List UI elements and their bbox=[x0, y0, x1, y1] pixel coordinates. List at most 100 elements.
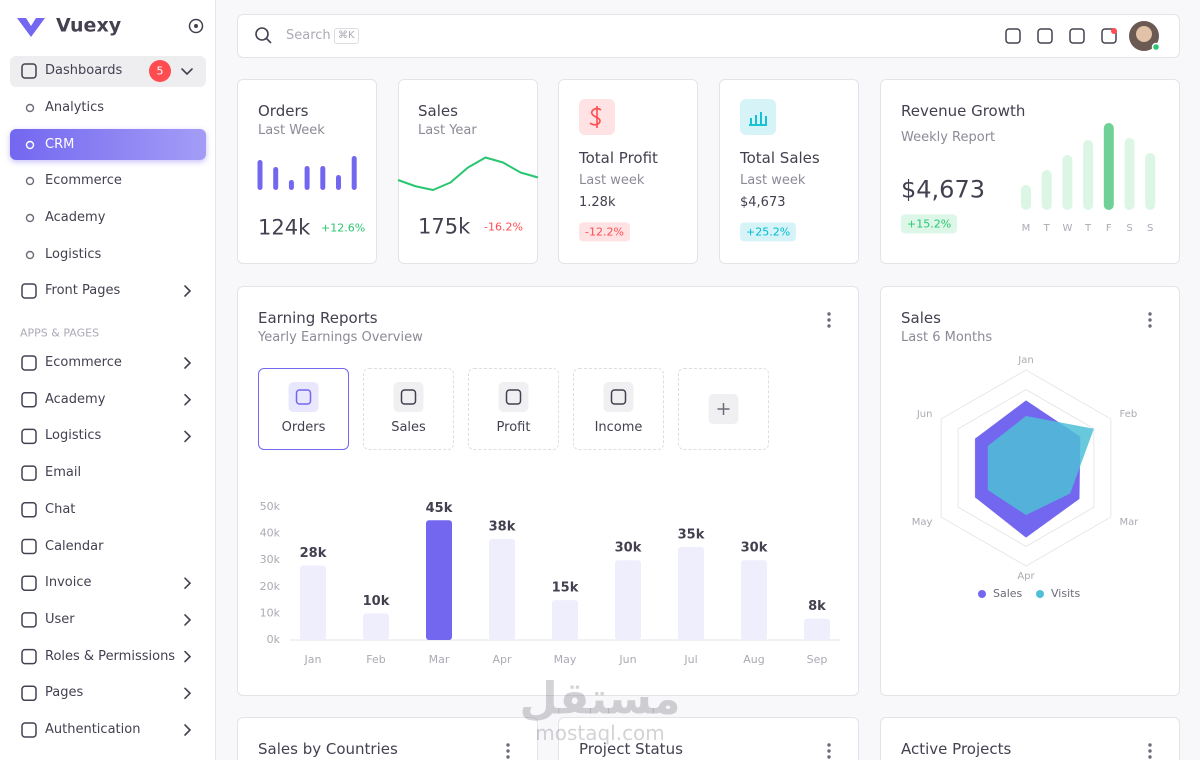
icon bbox=[21, 685, 37, 702]
icon bbox=[21, 63, 37, 79]
tab-add[interactable] bbox=[678, 368, 769, 450]
card-title: Revenue Growth bbox=[901, 102, 1026, 120]
card-subtitle: Last week bbox=[579, 173, 645, 189]
chevron bbox=[184, 687, 192, 700]
card-title: Total Profit bbox=[579, 149, 658, 167]
search-icon bbox=[265, 37, 272, 44]
radar-label: Mar bbox=[1120, 517, 1140, 528]
kebab-dot bbox=[827, 312, 831, 316]
icon bbox=[21, 612, 37, 628]
icon bbox=[21, 538, 37, 555]
logo bbox=[17, 18, 45, 37]
menu-item: Logistics bbox=[45, 428, 102, 444]
card-title: Total Sales bbox=[740, 149, 820, 167]
icon bbox=[21, 575, 37, 591]
mini-bar bbox=[336, 175, 341, 190]
shortcut: ⌘K bbox=[334, 28, 359, 44]
icon bbox=[21, 391, 37, 408]
value-label: 10k bbox=[363, 594, 390, 609]
day-label: W bbox=[1062, 223, 1072, 234]
kebab-dot bbox=[1148, 755, 1152, 759]
x-tick-label: Jan bbox=[304, 653, 322, 666]
y-tick-label: 30k bbox=[260, 553, 281, 566]
icon bbox=[21, 722, 37, 738]
kebab-dot bbox=[827, 318, 831, 322]
card-subtitle: Last Year bbox=[418, 123, 477, 139]
day-label: T bbox=[1043, 223, 1051, 234]
radar-ring bbox=[940, 369, 1112, 567]
kebab-dot bbox=[1148, 312, 1152, 316]
tab-icon bbox=[400, 389, 417, 405]
bottom-card bbox=[558, 717, 859, 760]
bar bbox=[489, 538, 515, 640]
icon bbox=[21, 648, 37, 665]
icon bbox=[21, 465, 37, 481]
bullet bbox=[25, 250, 35, 260]
badge: 5 bbox=[156, 64, 164, 78]
menu-item: Invoice bbox=[45, 575, 92, 591]
change: -16.2% bbox=[484, 220, 523, 234]
card-title: Sales bbox=[418, 102, 458, 120]
kebab-dot bbox=[506, 755, 510, 759]
radar-label: Jun bbox=[916, 409, 933, 420]
kebab-dot bbox=[506, 743, 510, 747]
watermark: mostaql.com bbox=[535, 721, 665, 745]
tab[interactable] bbox=[258, 368, 349, 450]
mini-bar bbox=[273, 167, 279, 190]
value-label: 28k bbox=[300, 546, 327, 561]
search-input: Search bbox=[286, 28, 331, 44]
collapse bbox=[188, 18, 204, 34]
radar-area bbox=[987, 416, 1094, 516]
card-value: $4,673 bbox=[740, 195, 786, 211]
x-tick-label: Mar bbox=[429, 653, 450, 666]
icon bbox=[1037, 28, 1053, 44]
x-tick-label: Apr bbox=[492, 653, 512, 666]
legend-dot bbox=[1036, 590, 1044, 598]
tab[interactable] bbox=[573, 368, 664, 450]
mini-bar bbox=[1103, 123, 1114, 210]
icon bbox=[1101, 28, 1117, 44]
mini-bar bbox=[1041, 170, 1052, 210]
bars-icon bbox=[749, 112, 767, 126]
radar-label: Jan bbox=[1017, 355, 1033, 366]
bar bbox=[804, 618, 830, 640]
sidebar bbox=[0, 0, 216, 760]
chevron bbox=[184, 614, 192, 626]
tab-label: Orders bbox=[281, 420, 326, 436]
y-tick-label: 10k bbox=[260, 606, 281, 619]
radar-label: Apr bbox=[1017, 571, 1035, 582]
menu-group[interactable] bbox=[10, 56, 206, 87]
tab-label: Profit bbox=[496, 420, 531, 436]
y-tick-label: 0k bbox=[267, 633, 281, 646]
legend-label: Visits bbox=[1051, 587, 1080, 600]
mini-bar bbox=[1083, 140, 1094, 210]
chevron bbox=[184, 393, 192, 406]
card-title: Orders bbox=[258, 102, 309, 120]
card-subtitle: Last week bbox=[740, 173, 806, 189]
y-tick-label: 20k bbox=[260, 580, 281, 593]
change: +12.6% bbox=[321, 221, 366, 235]
kebab-dot bbox=[1148, 324, 1152, 328]
bar bbox=[615, 560, 641, 640]
tab[interactable] bbox=[363, 368, 454, 450]
mini-bar bbox=[351, 156, 357, 190]
day-label: F bbox=[1106, 223, 1112, 234]
active-item[interactable] bbox=[10, 129, 206, 160]
radar-label: May bbox=[912, 517, 933, 528]
card-title: Sales by Countries bbox=[258, 740, 398, 758]
value-label: 15k bbox=[552, 581, 579, 596]
header bbox=[237, 14, 1180, 58]
change-badge: -12.2% bbox=[579, 222, 630, 242]
card-subtitle: Last Week bbox=[258, 123, 325, 139]
tab[interactable] bbox=[468, 368, 559, 450]
menu-item: Ecommerce bbox=[45, 173, 122, 189]
kebab-dot bbox=[506, 749, 510, 753]
stat-card bbox=[398, 79, 538, 264]
bar bbox=[426, 520, 452, 640]
value-label: 30k bbox=[615, 541, 642, 556]
chevron bbox=[184, 650, 192, 663]
menu-item: Ecommerce bbox=[45, 355, 122, 371]
x-tick-label: Feb bbox=[366, 653, 385, 666]
menu-item: Academy bbox=[45, 391, 106, 407]
mini-bar bbox=[320, 166, 326, 190]
